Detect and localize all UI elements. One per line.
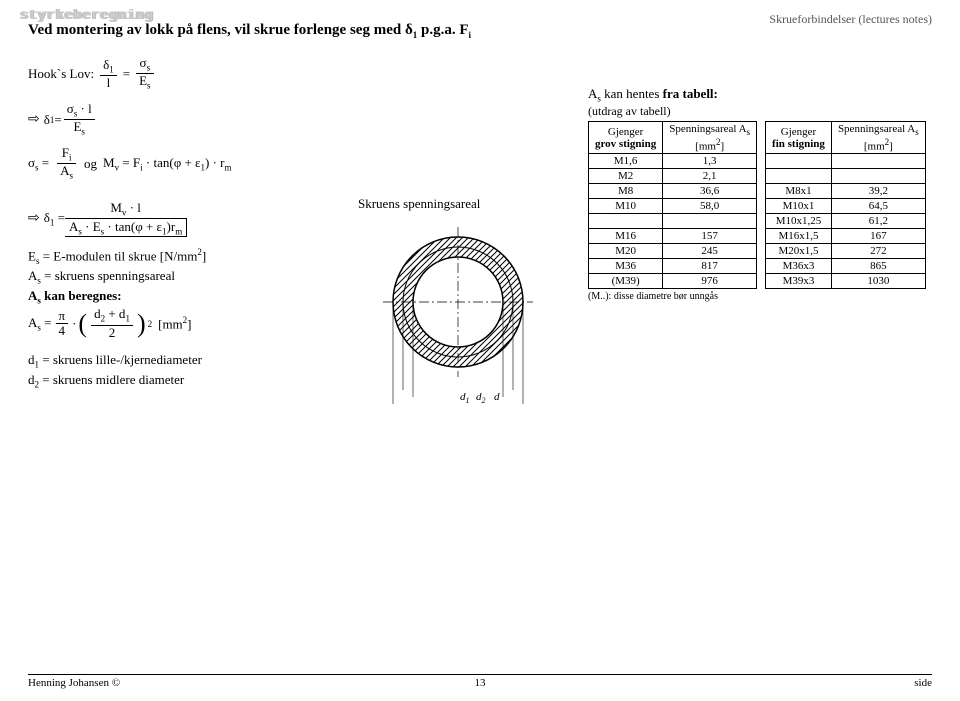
svg-text:d2: d2 bbox=[476, 391, 486, 405]
table-cell: 167 bbox=[831, 229, 925, 244]
hooks-law: Hook`s Lov: δ1 l = σs Es bbox=[28, 56, 328, 92]
table-cell: 272 bbox=[831, 244, 925, 259]
footer-right: side bbox=[914, 677, 932, 689]
table-row: M10x164,5 bbox=[766, 199, 926, 214]
cross-section-diagram: d1 d2 d bbox=[358, 222, 558, 416]
table-cell: 157 bbox=[663, 229, 757, 244]
table-cell: M20x1,5 bbox=[766, 244, 832, 259]
table-cell: M16 bbox=[589, 229, 663, 244]
def-As: As = skruens spenningsareal bbox=[28, 268, 328, 286]
table-cell: M39x3 bbox=[766, 274, 832, 289]
table-cell: (M39) bbox=[589, 274, 663, 289]
page-number: 13 bbox=[475, 677, 486, 689]
table-cell: M10x1,25 bbox=[766, 214, 832, 229]
def-As-can: As kan beregnes: bbox=[28, 288, 328, 306]
table-cell: M8x1 bbox=[766, 184, 832, 199]
table-cell: 1030 bbox=[831, 274, 925, 289]
table-cell: 817 bbox=[663, 259, 757, 274]
table-cell bbox=[766, 154, 832, 169]
boxed-delta1: δ1 = Mv · l As · Es · tan(φ + ε1)rm bbox=[28, 200, 328, 237]
table-row: M36x3865 bbox=[766, 259, 926, 274]
table-cell: M36 bbox=[589, 259, 663, 274]
table-row: (M39)976 bbox=[589, 274, 757, 289]
th-fine-area: Spenningsareal As[mm2] bbox=[831, 121, 925, 154]
watermark: styrkeberegning bbox=[20, 8, 154, 24]
table-cell bbox=[589, 214, 663, 229]
footer: Henning Johansen © 13 side bbox=[28, 674, 932, 689]
table-coarse: Gjengergrov stigning Spenningsareal As[m… bbox=[588, 121, 757, 290]
table-cell bbox=[831, 154, 925, 169]
table-cell: M8 bbox=[589, 184, 663, 199]
table-fine: Gjengerfin stigning Spenningsareal As[mm… bbox=[765, 121, 926, 290]
table-row: M39x31030 bbox=[766, 274, 926, 289]
table-row: M16157 bbox=[589, 229, 757, 244]
footer-left: Henning Johansen © bbox=[28, 677, 120, 689]
def-Es: Es = E-modulen til skrue [N/mm2] bbox=[28, 247, 328, 266]
table-row: M20245 bbox=[589, 244, 757, 259]
table-cell: 61,2 bbox=[831, 214, 925, 229]
def-d2: d2 = skruens midlere diameter bbox=[28, 372, 328, 390]
table-cell: M16x1,5 bbox=[766, 229, 832, 244]
table-cell: M10 bbox=[589, 199, 663, 214]
table-row: M8x139,2 bbox=[766, 184, 926, 199]
table-cell bbox=[766, 169, 832, 184]
table-row: M22,1 bbox=[589, 169, 757, 184]
table-row: M16x1,5167 bbox=[766, 229, 926, 244]
table-row bbox=[766, 154, 926, 169]
table-cell: M1,6 bbox=[589, 154, 663, 169]
middle-column: Skruens spenningsareal bbox=[358, 56, 558, 416]
table-cell: 39,2 bbox=[831, 184, 925, 199]
delta1-formula: δ1 = σs · l Es bbox=[28, 102, 328, 138]
table-cell bbox=[831, 169, 925, 184]
As-formula: As = π 4 · ( d2 + d1 2 )2 [mm2] bbox=[28, 307, 328, 340]
left-column: Hook`s Lov: δ1 l = σs Es δ1 = σs · l Es … bbox=[28, 56, 328, 416]
table-cell: M36x3 bbox=[766, 259, 832, 274]
svg-text:d1: d1 bbox=[460, 391, 470, 405]
table-footnote: (M..): disse diametre bør unngås bbox=[588, 291, 932, 302]
table-row: M1058,0 bbox=[589, 199, 757, 214]
table-row: M36817 bbox=[589, 259, 757, 274]
table-subcaption: (utdrag av tabell) bbox=[588, 104, 932, 119]
diagram-label: Skruens spenningsareal bbox=[358, 196, 558, 212]
table-cell: 2,1 bbox=[663, 169, 757, 184]
table-cell: 865 bbox=[831, 259, 925, 274]
def-d1: d1 = skruens lille-/kjernediameter bbox=[28, 352, 328, 370]
table-cell: M20 bbox=[589, 244, 663, 259]
table-cell: 1,3 bbox=[663, 154, 757, 169]
table-row: M1,61,3 bbox=[589, 154, 757, 169]
sigma-formula: σs = Fi As og Mv = Fi · tan(φ + ε1) · rm bbox=[28, 146, 328, 182]
table-cell: M10x1 bbox=[766, 199, 832, 214]
table-cell: 58,0 bbox=[663, 199, 757, 214]
table-cell bbox=[663, 214, 757, 229]
table-cell: 245 bbox=[663, 244, 757, 259]
table-row bbox=[766, 169, 926, 184]
table-heading: As kan hentes fra tabell: bbox=[588, 86, 932, 104]
th-coarse-thread: Gjengergrov stigning bbox=[589, 121, 663, 154]
table-cell: 64,5 bbox=[831, 199, 925, 214]
th-coarse-area: Spenningsareal As[mm2] bbox=[663, 121, 757, 154]
table-row: M10x1,2561,2 bbox=[766, 214, 926, 229]
svg-text:d: d bbox=[494, 391, 500, 403]
table-row: M836,6 bbox=[589, 184, 757, 199]
table-cell: 36,6 bbox=[663, 184, 757, 199]
th-fine-thread: Gjengerfin stigning bbox=[766, 121, 832, 154]
table-row bbox=[589, 214, 757, 229]
right-column: As kan hentes fra tabell: (utdrag av tab… bbox=[588, 56, 932, 416]
table-cell: M2 bbox=[589, 169, 663, 184]
table-cell: 976 bbox=[663, 274, 757, 289]
header-right: Skrueforbindelser (lectures notes) bbox=[769, 12, 932, 27]
table-row: M20x1,5272 bbox=[766, 244, 926, 259]
